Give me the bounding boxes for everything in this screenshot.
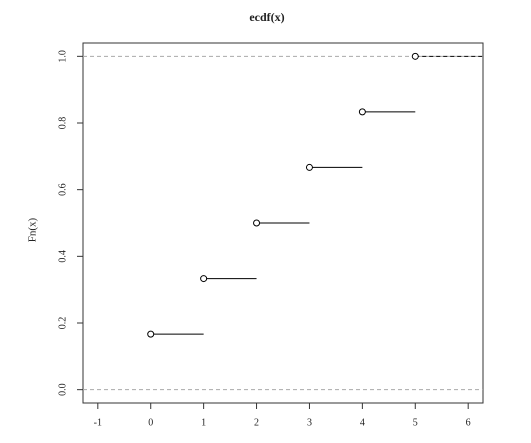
step-point — [305, 163, 313, 171]
step-point — [358, 108, 366, 116]
step-point — [147, 330, 155, 338]
x-tick-label: 2 — [254, 417, 259, 428]
y-tick-label: 1.0 — [57, 50, 68, 63]
x-tick-label: 6 — [466, 417, 471, 428]
x-tick-label: 4 — [360, 417, 365, 428]
x-tick-label: 0 — [148, 417, 153, 428]
x-tick-label: 5 — [413, 417, 418, 428]
y-tick-label: 0.0 — [57, 383, 68, 396]
step-point — [411, 52, 419, 60]
x-tick-label: 3 — [307, 417, 312, 428]
y-tick-label: 0.2 — [57, 317, 68, 330]
y-tick-label: 0.8 — [57, 117, 68, 130]
y-tick-label: 0.4 — [57, 250, 68, 263]
x-tick-label: -1 — [94, 417, 102, 428]
chart-title: ecdf(x) — [249, 10, 284, 24]
step-point — [253, 219, 261, 227]
x-tick-label: 1 — [201, 417, 206, 428]
y-tick-label: 0.6 — [57, 183, 68, 196]
step-point — [200, 275, 208, 283]
y-axis-title: Fn(x) — [27, 217, 39, 242]
plot-frame — [82, 42, 484, 404]
